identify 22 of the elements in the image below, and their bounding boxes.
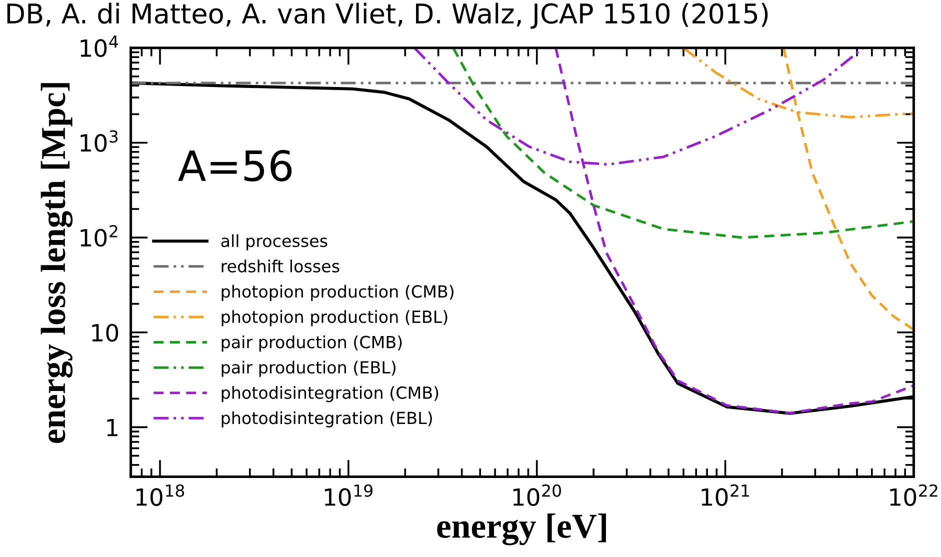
x-axis-title: energy [eV] bbox=[437, 514, 606, 546]
y-tick-label: 10$^{3}$ bbox=[80, 130, 118, 152]
y-tick-label: 10$^{4}$ bbox=[80, 36, 118, 58]
chart-title: DB, A. di Matteo, A. van Vliet, D. Walz, JCAP 1510 (2015) bbox=[7, 2, 768, 29]
y-axis-title: energy loss length [Mpc] bbox=[40, 83, 73, 443]
y-tick-label: 10 bbox=[92, 324, 118, 342]
annotation: A=56 bbox=[178, 150, 292, 182]
legend-label: pair production (EBL) bbox=[222, 360, 396, 377]
x-tick-label: 10$^{18}$ bbox=[136, 484, 184, 506]
y-tick-label: 1 bbox=[107, 418, 118, 436]
x-tick-label: 10$^{19}$ bbox=[324, 484, 372, 506]
legend-label: redshift losses bbox=[222, 260, 340, 272]
legend-label: pair production (CMB) bbox=[222, 335, 402, 352]
x-tick-label: 10$^{20}$ bbox=[513, 484, 561, 506]
x-tick-label: 10$^{21}$ bbox=[702, 484, 749, 506]
legend-label: photopion production (CMB) bbox=[222, 284, 454, 301]
legend-label: all processes bbox=[221, 234, 328, 250]
legend-label: photodisintegration (CMB) bbox=[222, 386, 438, 402]
x-tick-label: 10$^{22}$ bbox=[890, 484, 938, 506]
legend-label: photopion production (EBL) bbox=[222, 310, 448, 326]
legend-label: photodisintegration (EBL) bbox=[222, 411, 432, 428]
y-tick-label: 10$^{2}$ bbox=[80, 225, 118, 247]
